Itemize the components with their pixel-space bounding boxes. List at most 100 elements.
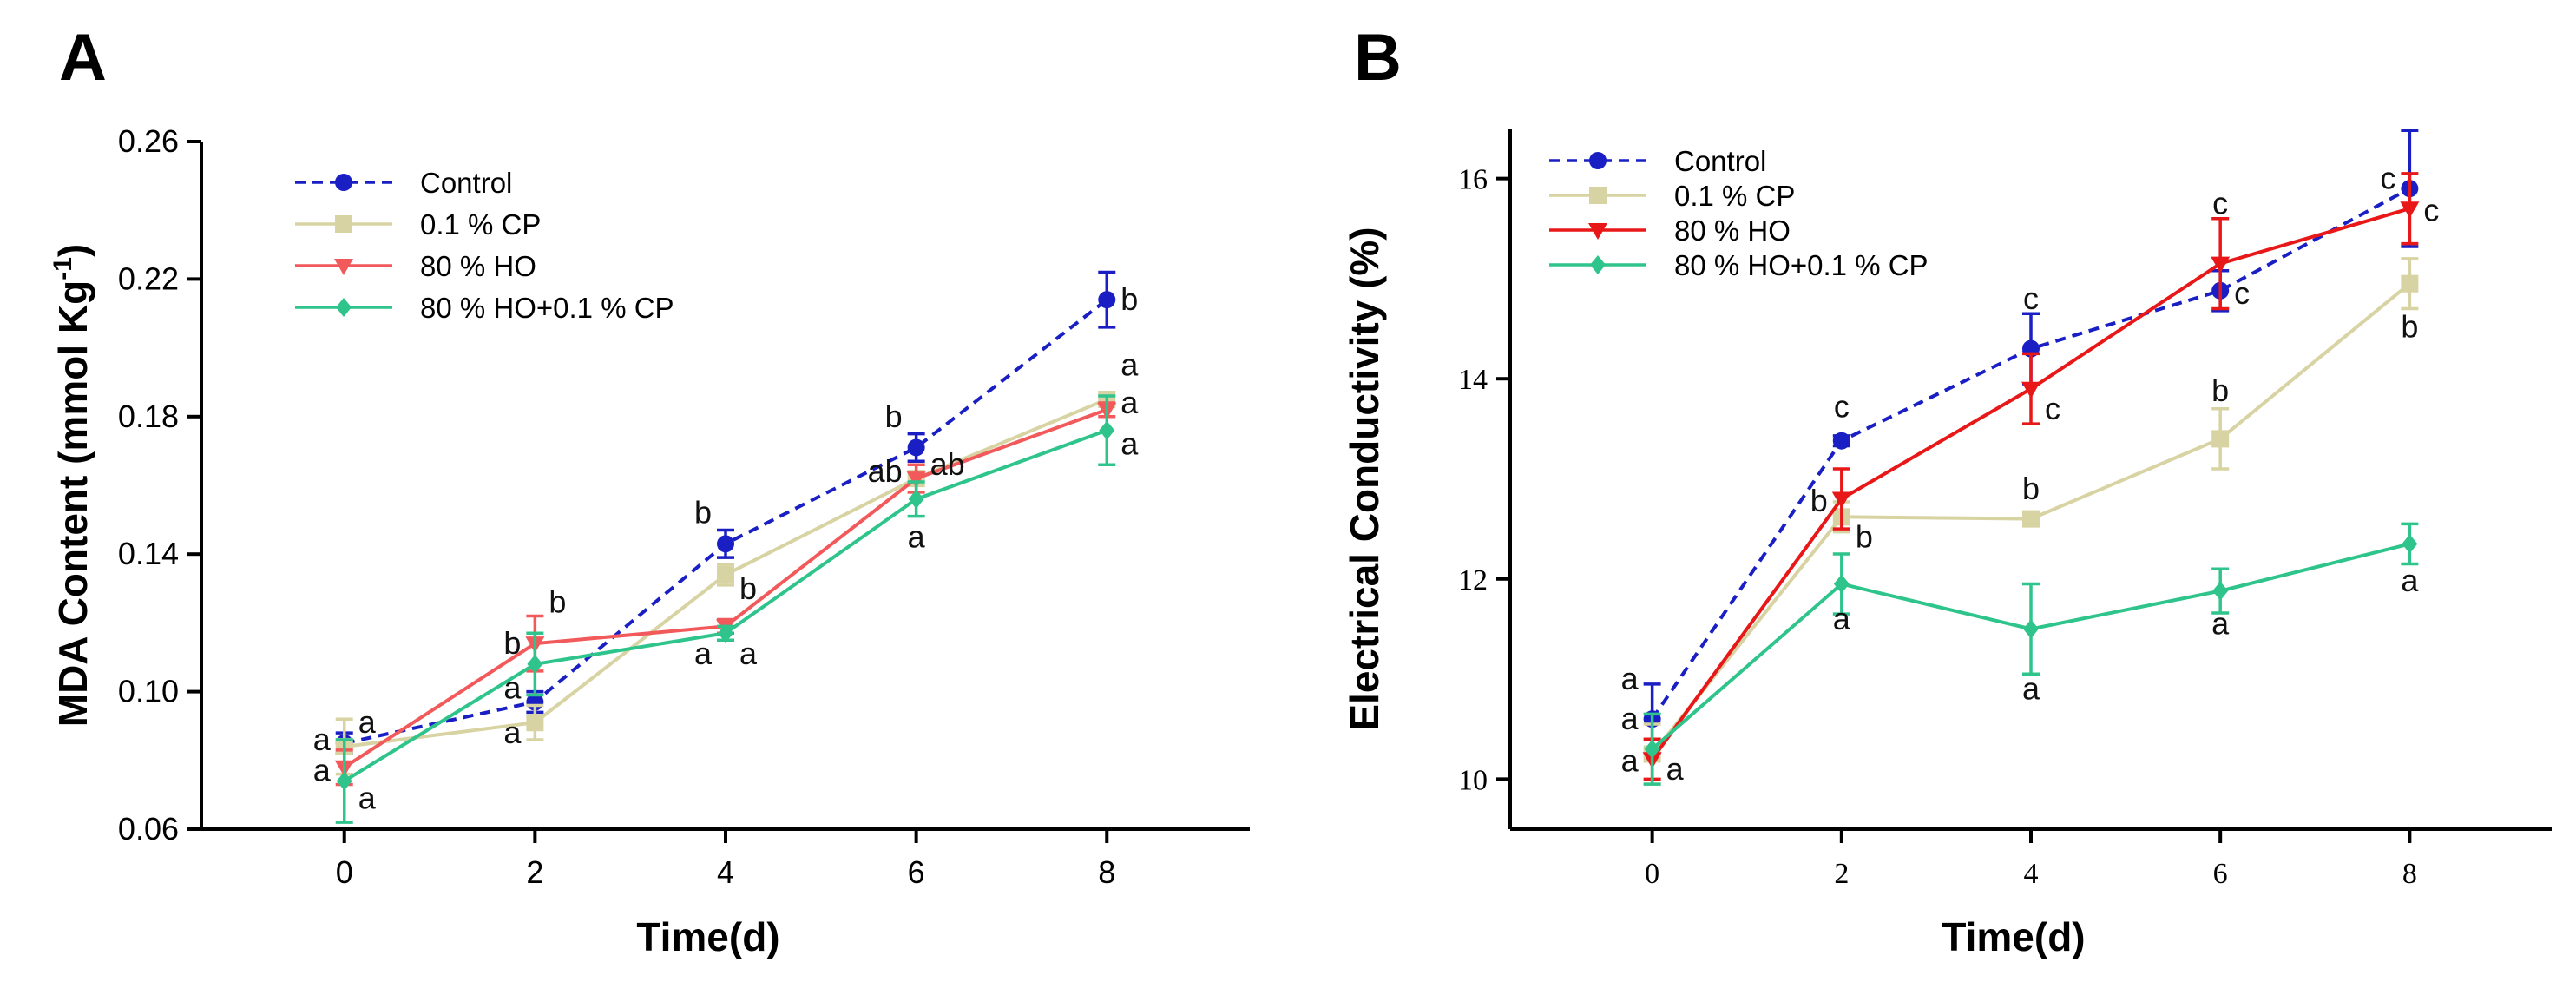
legend-marker	[1589, 187, 1607, 204]
y-axis-label: MDA Content (mmol Kg-1)	[49, 244, 95, 727]
data-point	[2402, 534, 2417, 553]
significance-label: a	[694, 636, 713, 671]
y-tick-label: 10	[1458, 764, 1488, 796]
legend-marker	[335, 215, 352, 233]
significance-label: b	[2022, 471, 2040, 506]
significance-label: b	[1120, 281, 1138, 317]
series-line	[345, 300, 1107, 743]
significance-label: a	[1621, 661, 1640, 696]
significance-label: a	[1120, 425, 1139, 461]
x-tick-label: 6	[2213, 858, 2228, 890]
legend: Control 0.1 % CP 80 % HO 80 % HO+0.1 % CP	[295, 167, 674, 324]
legend-label: 80 % HO+0.1 % CP	[1674, 249, 1929, 281]
data-point	[526, 714, 543, 731]
series-3	[1644, 524, 2419, 784]
y-tick-label: 0.14	[118, 536, 179, 571]
significance-label: ab	[868, 453, 903, 489]
x-tick-label: 8	[2402, 858, 2417, 890]
series-2	[335, 403, 1117, 785]
significance-label: a	[1621, 701, 1640, 736]
data-point	[2023, 619, 2039, 638]
data-point	[908, 438, 925, 456]
y-axis-label-end: )	[50, 244, 95, 257]
x-tick-label: 4	[717, 854, 734, 890]
significance-label: a	[1666, 751, 1685, 787]
significance-label: b	[739, 570, 757, 606]
significance-label: b	[885, 399, 903, 434]
x-axis-label: Time(d)	[636, 914, 779, 959]
significance-label: a	[313, 753, 332, 788]
data-point	[717, 535, 734, 552]
x-tick-label: 6	[908, 854, 925, 890]
significance-label: b	[2211, 372, 2229, 408]
y-axis-label-main: MDA Content (mmol Kg	[50, 280, 95, 727]
significance-label: a	[503, 670, 522, 706]
panel-letter-b: B	[1354, 21, 1402, 95]
series-line	[345, 431, 1107, 781]
significance-label: c	[2212, 185, 2228, 221]
figure: A B 0.060.100.140.180.220.260 2 4 6 8Time(d)…	[0, 0, 2576, 982]
significance-label: a	[2211, 606, 2230, 642]
series-line	[345, 410, 1107, 768]
significance-label: ab	[930, 446, 965, 482]
significance-label: a	[1833, 601, 1851, 636]
x-tick-label: 2	[1834, 858, 1849, 890]
y-tick-label: 0.10	[118, 674, 179, 709]
significance-label: c	[2423, 193, 2439, 228]
x-tick-label: 0	[336, 854, 353, 890]
legend-label: Control	[1674, 145, 1766, 177]
data-point	[717, 566, 734, 583]
significance-label: a	[2022, 671, 2040, 707]
data-point	[1098, 291, 1115, 308]
series-3	[336, 396, 1116, 822]
data-point	[2211, 430, 2229, 447]
data-point	[2401, 275, 2418, 293]
y-tick-label: 0.26	[118, 123, 179, 159]
data-point	[2212, 582, 2228, 601]
significance-label: a	[2401, 563, 2419, 598]
x-tick-label: 8	[1098, 854, 1115, 890]
y-tick-label: 0.06	[118, 811, 179, 847]
x-tick-label: 2	[526, 854, 543, 890]
data-point	[1099, 421, 1114, 440]
significance-label: a	[503, 715, 522, 750]
data-point	[1833, 432, 1850, 450]
x-tick-label: 0	[1645, 858, 1659, 890]
y-tick-label: 16	[1458, 164, 1488, 196]
significance-label: c	[2234, 275, 2250, 311]
legend-marker	[1590, 255, 1606, 274]
legend-marker	[335, 174, 352, 191]
significance-label: c	[2045, 391, 2060, 426]
legend-label: 0.1 % CP	[1674, 180, 1795, 212]
significance-label: a	[739, 636, 758, 671]
legend-label: 80 % HO+0.1 % CP	[420, 292, 674, 324]
data-point	[2022, 511, 2040, 528]
legend-label: 0.1 % CP	[420, 208, 541, 241]
significance-label: b	[694, 495, 712, 531]
y-axis-label: Electrical Conductivity (%)	[1342, 227, 1387, 730]
significance-label: a	[1120, 385, 1139, 420]
significance-label: c	[1834, 388, 1850, 424]
significance-label: b	[503, 625, 521, 661]
chart-panel-a: 0.06 0.10 0.14 0.18 0.22 0.26 0 2 4 6 8 Time(d) MDA …	[49, 123, 1250, 959]
chart-panel-b: 101214160 2 4 6 8Time(d)Electrical Conductiv…	[1342, 129, 2552, 959]
y-axis-label-main: Electrical Conductivity (%)	[1342, 227, 1387, 730]
significance-label: a	[358, 780, 377, 815]
significance-label: a	[1621, 743, 1640, 779]
y-tick-label: 0.18	[118, 399, 179, 434]
legend-label: Control	[420, 167, 512, 199]
significance-label: a	[358, 704, 377, 740]
legend-label: 80 % HO	[420, 250, 536, 282]
significance-label: b	[1856, 518, 1873, 554]
legend-label: 80 % HO	[1674, 214, 1791, 247]
series-0	[336, 272, 1116, 753]
legend-marker	[336, 298, 352, 317]
y-axis-label-superscript: -1	[49, 257, 77, 280]
data-point	[2021, 382, 2040, 399]
significance-label: b	[1810, 483, 1828, 518]
x-axis-label: Time(d)	[1942, 914, 2085, 959]
significance-label: b	[2401, 308, 2418, 344]
y-tick-label: 14	[1458, 364, 1488, 396]
significance-label: a	[908, 518, 926, 554]
